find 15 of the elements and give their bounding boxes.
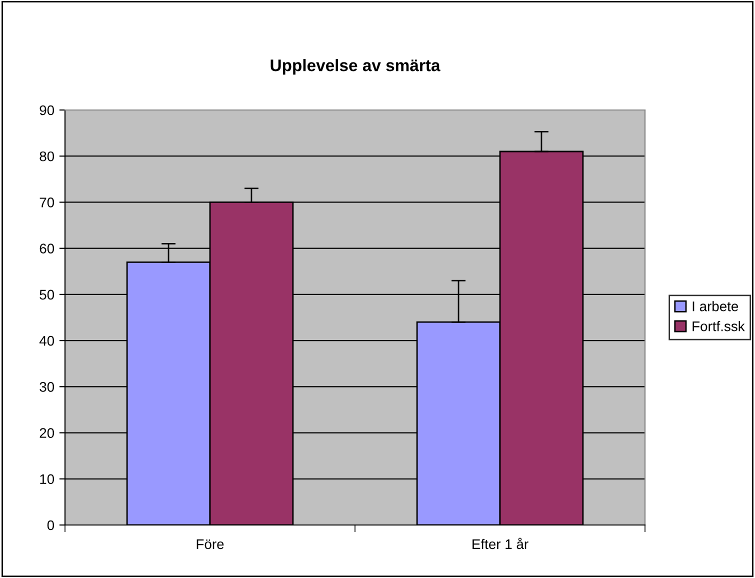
y-tick-label: 40 xyxy=(39,336,54,346)
x-tick-label: Efter 1 år xyxy=(472,538,528,550)
y-tick-label: 30 xyxy=(40,382,54,392)
y-tick-label: 90 xyxy=(40,105,54,116)
x-tick-label: Före xyxy=(196,539,224,550)
y-tick-label: 0 xyxy=(47,520,54,530)
y-tick-label: 70 xyxy=(40,198,54,208)
chart-title: Upplevelse av smärta xyxy=(270,59,440,75)
y-tick-label: 50 xyxy=(40,290,54,300)
legend-label: Fortf.ssk xyxy=(692,321,745,332)
y-tick-label: 80 xyxy=(40,151,54,162)
y-tick-label: 10 xyxy=(40,474,54,484)
y-tick-label: 60 xyxy=(40,244,54,254)
y-tick-label: 20 xyxy=(40,428,54,438)
legend-label: I arbete xyxy=(692,301,738,312)
